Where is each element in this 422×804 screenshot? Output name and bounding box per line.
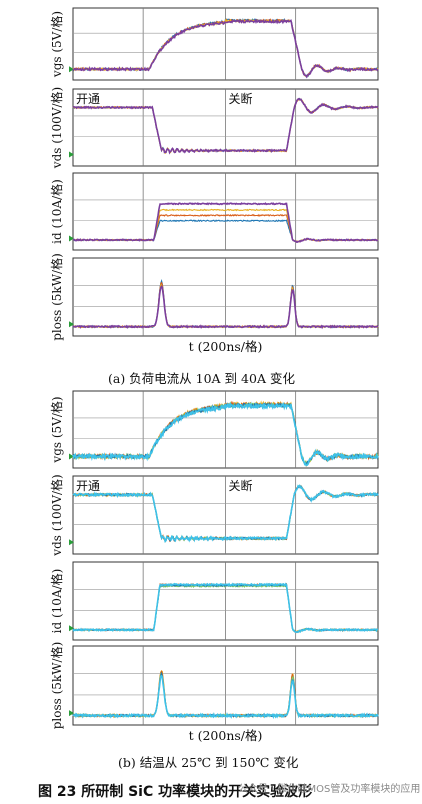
annotation-turn-on: 开通 [76, 479, 100, 493]
panel-a-vgs: vgs (5V/格) [49, 7, 379, 81]
annotation-turn-on: 开通 [76, 92, 100, 106]
y-axis-label-a-vds: vds (100V/格) [49, 87, 64, 169]
panel-a-vds: 开通 关断 vds (100V/格) [49, 87, 379, 169]
ground-marker-icon [69, 710, 74, 717]
annotation-turn-off: 关断 [229, 91, 253, 106]
y-axis-label-b-vgs: vgs (5V/格) [49, 396, 64, 463]
series-trace-a-ploss-3 [72, 285, 379, 330]
watermark-text: 公众号 · 碳化硅MOS管及功率模块的应用 [238, 782, 420, 795]
series-trace-a-id-3 [72, 201, 379, 244]
ground-marker-icon [69, 453, 74, 460]
series-trace-b-vgs-4 [72, 401, 379, 467]
ground-marker-icon [69, 625, 74, 632]
y-axis-label-a-vgs: vgs (5V/格) [49, 11, 64, 78]
series-trace-b-id-4 [72, 582, 379, 634]
panel-b-ploss: ploss (5kW/格) [49, 642, 379, 730]
ground-marker-icon [69, 539, 74, 546]
y-axis-label-b-vds: vds (100V/格) [49, 474, 64, 556]
y-axis-label-a-id: id (10A/格) [49, 179, 64, 244]
panel-b-vgs: vgs (5V/格) [49, 390, 379, 469]
panel-a-ploss: ploss (5kW/格) [49, 253, 379, 341]
ground-marker-icon [69, 66, 74, 73]
y-axis-label-b-id: id (10A/格) [49, 569, 64, 634]
caption-b: (b) 结温从 25℃ 到 150℃ 变化 [118, 755, 299, 770]
series-trace-b-vds-4 [72, 484, 379, 544]
panel-b-id: id (10A/格) [49, 561, 379, 641]
series-trace-a-vds-3 [72, 97, 379, 155]
panel-b-vds: 开通 关断 vds (100V/格) [49, 474, 379, 557]
caption-a: (a) 负荷电流从 10A 到 40A 变化 [108, 371, 295, 386]
figure-title: 图 23 所研制 SiC 功率模块的开关实验波形 [38, 783, 312, 800]
ground-marker-icon [69, 235, 74, 242]
x-axis-label-a: t (200ns/格) [189, 339, 263, 354]
annotation-turn-off: 关断 [229, 478, 253, 493]
ground-marker-icon [69, 151, 74, 158]
y-axis-label-b-ploss: ploss (5kW/格) [49, 642, 64, 730]
x-axis-label-b: t (200ns/格) [189, 728, 263, 743]
panel-a-id: id (10A/格) [49, 172, 379, 251]
ground-marker-icon [69, 321, 74, 328]
series-trace-a-vgs-3 [72, 18, 379, 79]
y-axis-label-a-ploss: ploss (5kW/格) [49, 253, 64, 341]
series-trace-b-ploss-4 [72, 674, 379, 720]
